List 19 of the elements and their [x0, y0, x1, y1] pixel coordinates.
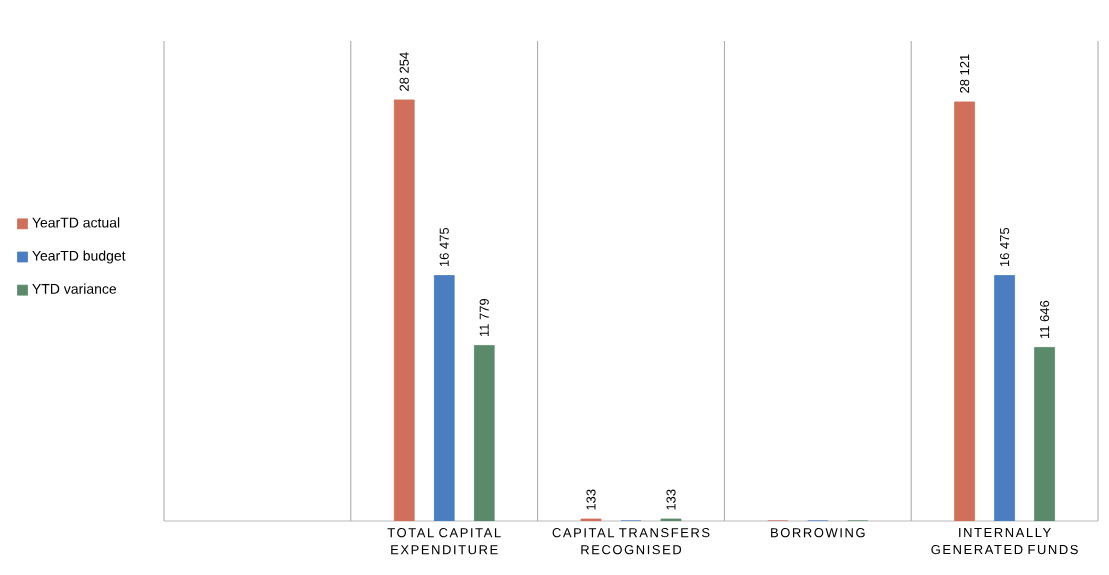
x-tick-label: CAPITAL TRANSFERS RECOGNISED — [552, 528, 710, 555]
x-tick-label: TOTAL CAPITAL EXPENDITURE — [387, 528, 501, 555]
legend-label: YearTD actual — [32, 217, 120, 228]
legend-label: YTD variance — [32, 283, 117, 294]
data-label: 11 779 — [479, 298, 489, 337]
bar — [954, 101, 975, 521]
x-tick-label: INTERNALLY GENERATED FUNDS — [931, 528, 1078, 555]
bar — [994, 275, 1015, 521]
bar — [433, 275, 455, 521]
legend-label: YearTD budget — [32, 250, 126, 264]
data-label: 11 646 — [1040, 300, 1050, 339]
data-label: 16 475 — [439, 227, 449, 267]
bar — [393, 99, 415, 521]
data-label: 16 475 — [1000, 227, 1010, 267]
data-label: 28 254 — [399, 52, 409, 91]
data-label: 133 — [666, 489, 676, 510]
data-label: 133 — [586, 489, 596, 510]
data-label: 28 121 — [960, 54, 970, 93]
x-tick-label: BORROWING — [771, 528, 865, 538]
